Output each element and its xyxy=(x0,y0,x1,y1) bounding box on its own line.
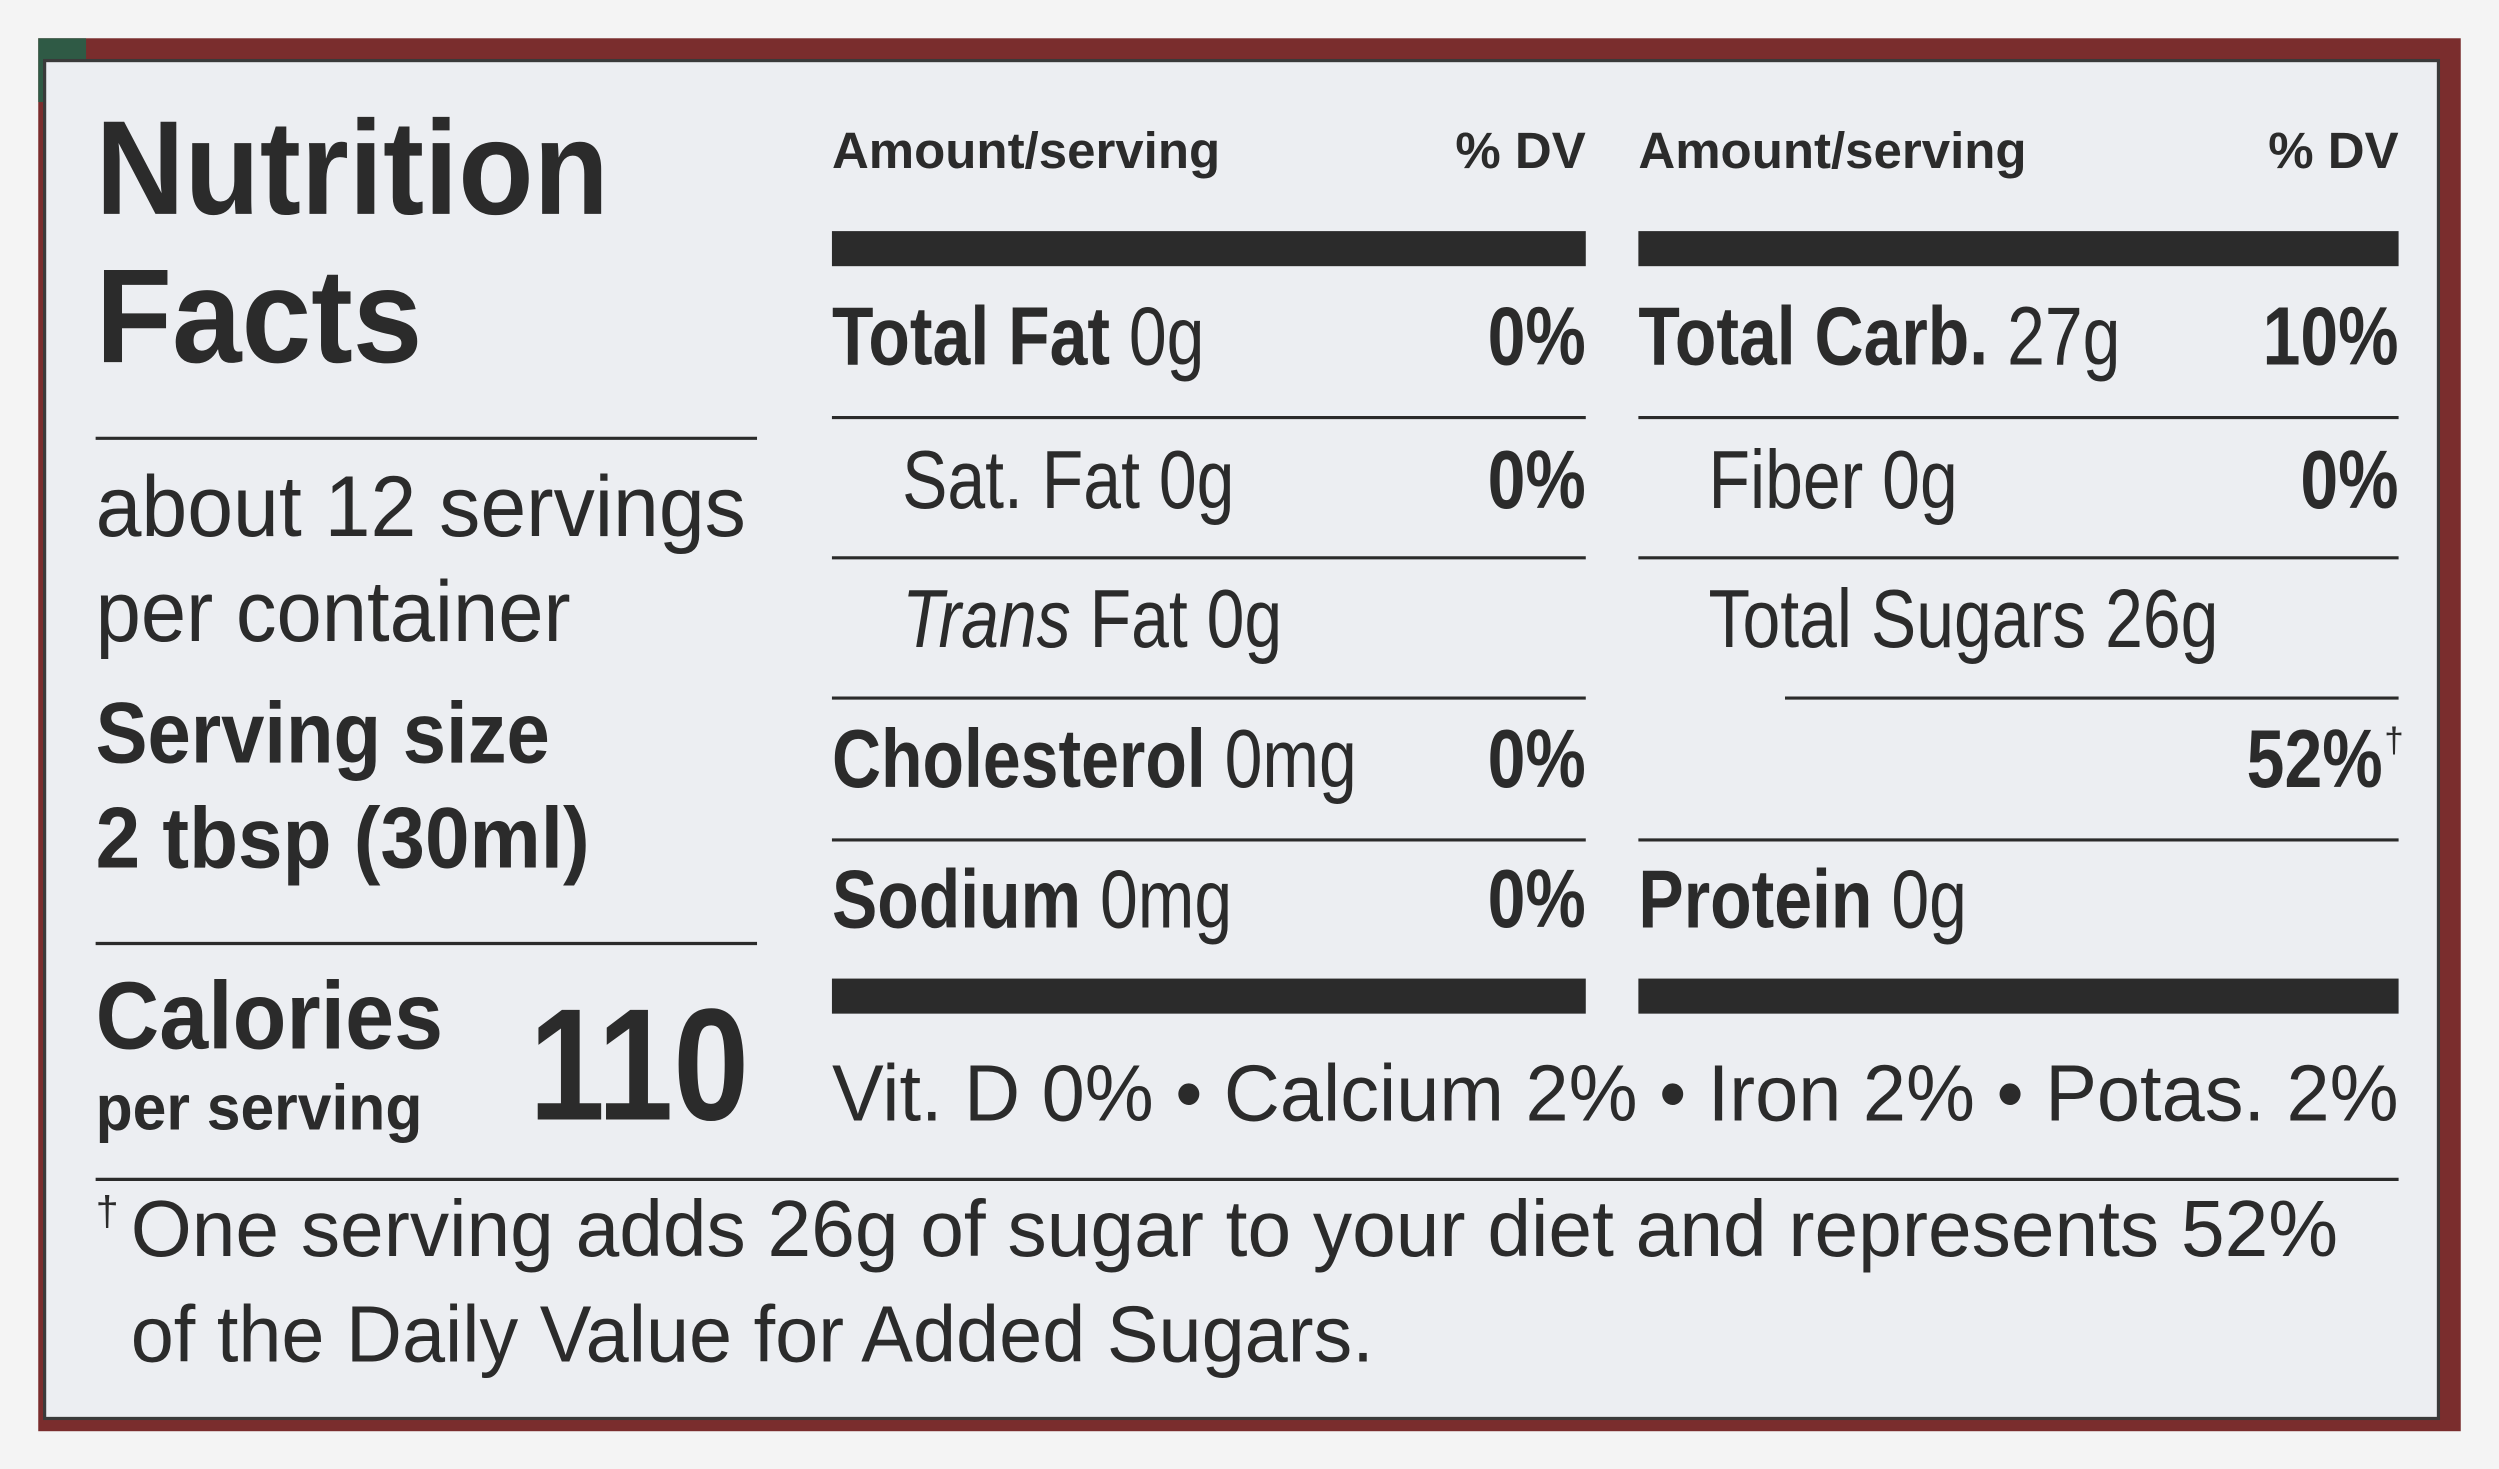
serving-size: 2 tbsp (30ml) xyxy=(96,790,590,886)
calories-sublabel: per serving xyxy=(96,1071,423,1143)
nutrient-amount: 26g xyxy=(2105,572,2218,665)
nutrient-row: Sat. Fat 0g xyxy=(902,433,1234,526)
vitamin: Vit. D 0% xyxy=(832,1049,1154,1138)
nutrient-amount: 0g xyxy=(1207,572,1283,665)
separator: • xyxy=(1997,1049,2024,1138)
thick-rule xyxy=(831,978,1586,1014)
calories-label: Calories xyxy=(96,962,443,1069)
nutrient-amount: 0g xyxy=(1159,433,1235,526)
daily-value: 0% xyxy=(1488,433,1586,526)
daily-value: 0% xyxy=(1488,290,1586,383)
nutrient-name: Sodium xyxy=(832,852,1081,945)
vitamins: Vit. D 0% • Calcium 2% • Iron 2% • Potas… xyxy=(832,1049,2399,1138)
thick-rule xyxy=(1638,978,2399,1014)
separator: • xyxy=(1175,1049,1202,1138)
column-header: Amount/serving xyxy=(1638,122,2026,179)
vitamin: Iron 2% xyxy=(1708,1049,1975,1138)
nutrient-name: Total Fat xyxy=(832,290,1110,383)
nutrient-name: Total Carb. xyxy=(1638,290,1988,383)
dv-note: † xyxy=(2384,721,2404,760)
label-panel xyxy=(43,58,2441,1421)
footnote: of the Daily Value for Added Sugars. xyxy=(131,1289,1374,1378)
nutrient-amount: 0g xyxy=(1129,290,1205,383)
separator: • xyxy=(1659,1049,1686,1138)
vitamin: Calcium 2% xyxy=(1224,1049,1638,1138)
nutrient-amount: 0g xyxy=(1891,852,1967,945)
nutrient-name: Fiber xyxy=(1709,433,1864,526)
nutrient-row: Total Carb. 27g xyxy=(1638,290,2120,383)
nutrient-row: Protein 0g xyxy=(1638,852,1967,945)
nutrient-row: Trans Fat 0g xyxy=(902,572,1282,665)
nutrient-amount: 0mg xyxy=(1100,852,1232,945)
nutrient-name: Cholesterol xyxy=(832,712,1206,805)
nutrient-name: Trans xyxy=(902,572,1071,665)
nutrient-row: Sodium 0mg xyxy=(832,852,1232,945)
nutrient-row: Total Fat 0g xyxy=(832,290,1205,383)
column-header: % DV xyxy=(1455,122,1585,179)
nutrient-amount: 27g xyxy=(2007,290,2120,383)
column-header: % DV xyxy=(2268,122,2398,179)
daily-value: 10% xyxy=(2263,290,2399,383)
servings: about 12 servings xyxy=(96,459,746,555)
thick-rule xyxy=(1638,231,2399,267)
daily-value: 0% xyxy=(1488,852,1586,945)
nutrient-amount: 0mg xyxy=(1225,712,1357,805)
title: Nutrition xyxy=(96,94,609,243)
footnote: One serving adds 26g of sugar to your di… xyxy=(131,1184,2338,1273)
footnote-mark: † xyxy=(96,1187,119,1234)
nutrient-row: Fiber 0g xyxy=(1709,433,1958,526)
daily-value: 0% xyxy=(1488,712,1586,805)
title: Facts xyxy=(96,242,423,391)
nutrient-amount: 0g xyxy=(1882,433,1958,526)
column-header: Amount/serving xyxy=(832,122,1220,179)
daily-value: 52% xyxy=(2247,712,2383,805)
servings: per container xyxy=(96,564,571,660)
vitamin: Potas. 2% xyxy=(2045,1049,2398,1138)
thick-rule xyxy=(831,231,1586,267)
nutrient-name: Sat. Fat xyxy=(902,433,1140,526)
nutrient-name: Fat xyxy=(1090,572,1188,665)
nutrient-row: Total Sugars 26g xyxy=(1709,572,2219,665)
calories-value: 110 xyxy=(529,975,749,1153)
nutrient-row: Cholesterol 0mg xyxy=(832,712,1357,805)
daily-value: 0% xyxy=(2300,433,2398,526)
nutrient-name: Total Sugars xyxy=(1709,572,2087,665)
serving-size-label: Serving size xyxy=(96,685,550,781)
nutrient-name: Protein xyxy=(1638,852,1872,945)
